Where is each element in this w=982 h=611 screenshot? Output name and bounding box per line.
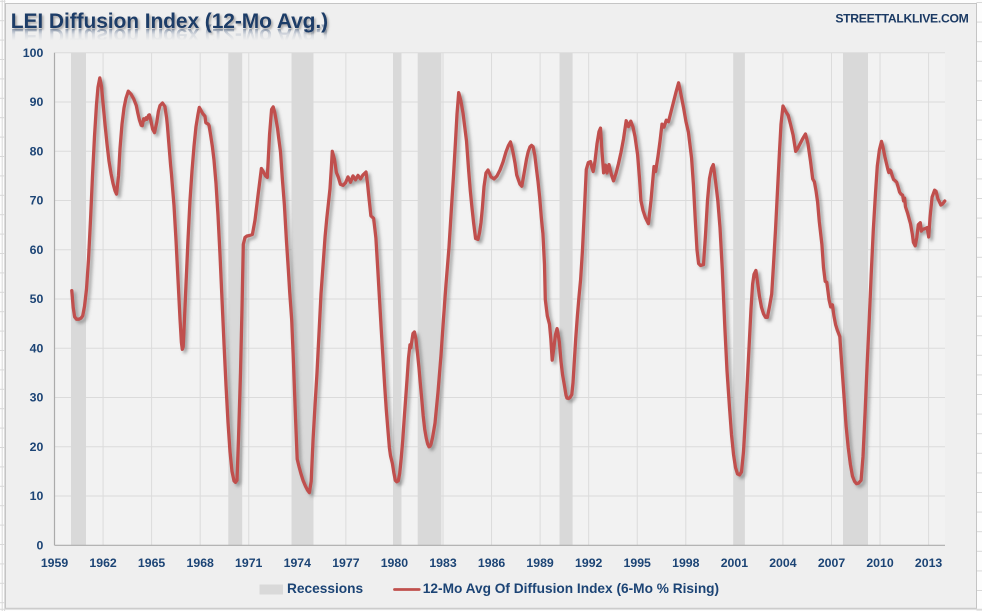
svg-text:1959: 1959	[41, 556, 69, 570]
svg-text:1983: 1983	[429, 556, 457, 570]
svg-text:50: 50	[30, 292, 44, 306]
svg-text:2007: 2007	[818, 556, 846, 570]
svg-text:30: 30	[30, 391, 44, 405]
svg-text:1998: 1998	[672, 556, 700, 570]
svg-text:1968: 1968	[187, 556, 215, 570]
svg-text:1986: 1986	[478, 556, 506, 570]
svg-text:0: 0	[36, 538, 43, 552]
svg-text:Recessions: Recessions	[287, 581, 363, 596]
svg-text:1980: 1980	[381, 556, 409, 570]
svg-text:STREETTALKLIVE.COM: STREETTALKLIVE.COM	[835, 11, 968, 25]
svg-text:60: 60	[30, 243, 44, 257]
svg-text:2010: 2010	[866, 556, 894, 570]
svg-text:1974: 1974	[284, 556, 312, 570]
svg-text:1977: 1977	[332, 556, 360, 570]
svg-text:90: 90	[30, 95, 44, 109]
svg-text:100: 100	[23, 46, 44, 60]
svg-text:1992: 1992	[575, 556, 603, 570]
svg-text:1971: 1971	[235, 556, 263, 570]
svg-text:70: 70	[30, 194, 44, 208]
svg-text:2004: 2004	[769, 556, 797, 570]
svg-text:2013: 2013	[915, 556, 943, 570]
svg-text:10: 10	[30, 489, 44, 503]
svg-text:80: 80	[30, 144, 44, 158]
svg-text:12-Mo Avg Of Diffusion Index (: 12-Mo Avg Of Diffusion Index (6-Mo % Ris…	[423, 581, 719, 596]
svg-text:2001: 2001	[721, 556, 749, 570]
svg-text:1989: 1989	[526, 556, 554, 570]
svg-text:40: 40	[30, 341, 44, 355]
svg-text:LEI Diffusion Index (12-Mo Avg: LEI Diffusion Index (12-Mo Avg.)	[11, 24, 328, 47]
svg-text:1995: 1995	[624, 556, 652, 570]
svg-text:1962: 1962	[89, 556, 117, 570]
svg-text:20: 20	[30, 440, 44, 454]
svg-text:1965: 1965	[138, 556, 166, 570]
svg-text:LEI Diffusion Index (12-Mo Avg: LEI Diffusion Index (12-Mo Avg.)	[11, 10, 328, 33]
